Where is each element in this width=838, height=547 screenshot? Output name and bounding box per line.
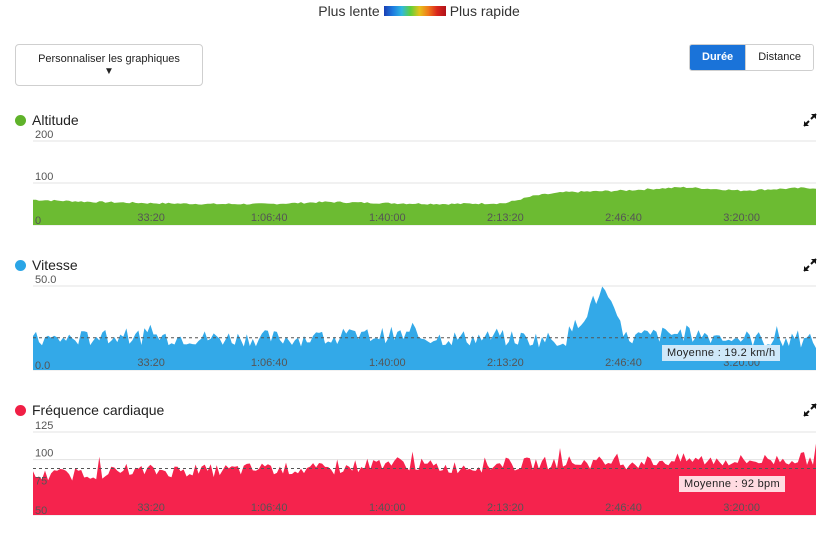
speed-color-legend: Plus lente Plus rapide <box>0 3 838 19</box>
heart_rate-x-tick-label: 2:46:40 <box>605 502 642 514</box>
x-axis-toggle: Durée Distance <box>689 44 814 71</box>
heart_rate-x-tick-label: 1:06:40 <box>251 502 288 514</box>
heart_rate-y-tick-label: 100 <box>35 448 53 460</box>
heart_rate-y-tick-label: 50 <box>35 505 47 517</box>
altitude-y-tick-label: 100 <box>35 171 53 183</box>
heart-rate-chart-title: Fréquence cardiaque <box>15 402 164 418</box>
expand-heart-rate-icon[interactable] <box>802 402 818 418</box>
altitude-x-tick-label: 1:06:40 <box>251 212 288 224</box>
legend-fast-label: Plus rapide <box>449 3 520 19</box>
speed-x-tick-label: 2:46:40 <box>605 357 642 369</box>
speed-title-label: Vitesse <box>32 257 78 273</box>
customize-charts-button[interactable]: Personnaliser les graphiques ▼ <box>15 44 203 86</box>
speed-x-tick-label: 2:13:20 <box>487 357 524 369</box>
speed-average-label: Moyenne : 19.2 km/h <box>662 345 781 361</box>
altitude-area <box>33 186 816 225</box>
heart_rate-x-tick-label: 33:20 <box>137 502 165 514</box>
heart_rate-area <box>33 443 816 515</box>
legend-slow-label: Plus lente <box>318 3 380 19</box>
altitude-title-label: Altitude <box>32 112 79 128</box>
heart_rate-y-tick-label: 75 <box>35 475 47 487</box>
altitude-chart-title: Altitude <box>15 112 79 128</box>
speed-y-tick-label: 50.0 <box>35 274 56 286</box>
speed-dot-icon <box>15 259 26 271</box>
expand-speed-icon[interactable] <box>802 257 818 273</box>
altitude-x-tick-label: 1:40:00 <box>369 212 406 224</box>
speed-x-tick-label: 1:06:40 <box>251 357 288 369</box>
speed-area <box>33 286 816 370</box>
speed-gradient-bar <box>383 6 446 17</box>
altitude-x-tick-label: 2:46:40 <box>605 212 642 224</box>
heart_rate-x-tick-label: 1:40:00 <box>369 502 406 514</box>
altitude-dot-icon <box>15 114 26 126</box>
heart_rate-x-tick-label: 3:20:00 <box>723 502 760 514</box>
altitude-x-tick-label: 33:20 <box>137 212 165 224</box>
customize-charts-label: Personnaliser les graphiques <box>38 53 180 65</box>
speed-y-tick-label: 0.0 <box>35 360 50 372</box>
toggle-distance[interactable]: Distance <box>745 45 813 70</box>
toggle-duration[interactable]: Durée <box>690 45 746 70</box>
altitude-x-tick-label: 2:13:20 <box>487 212 524 224</box>
heart_rate-y-tick-label: 125 <box>35 420 53 432</box>
altitude-y-tick-label: 200 <box>35 129 53 141</box>
heart-rate-dot-icon <box>15 404 26 416</box>
expand-altitude-icon[interactable] <box>802 112 818 128</box>
altitude-y-tick-label: 0 <box>35 215 41 227</box>
heart-rate-average-label: Moyenne : 92 bpm <box>679 476 785 492</box>
chevron-down-icon: ▼ <box>104 66 114 77</box>
heart_rate-x-tick-label: 2:13:20 <box>487 502 524 514</box>
altitude-x-tick-label: 3:20:00 <box>723 212 760 224</box>
speed-x-tick-label: 1:40:00 <box>369 357 406 369</box>
speed-chart-title: Vitesse <box>15 257 78 273</box>
heart-rate-title-label: Fréquence cardiaque <box>32 402 165 418</box>
speed-x-tick-label: 33:20 <box>137 357 165 369</box>
